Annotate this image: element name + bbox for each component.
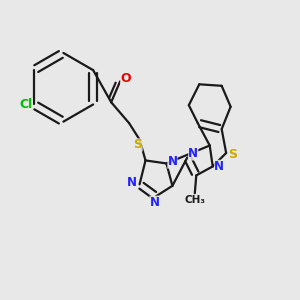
Text: CH₃: CH₃ xyxy=(185,195,206,205)
Text: N: N xyxy=(214,160,224,173)
Text: S: S xyxy=(228,148,237,161)
Text: S: S xyxy=(134,138,142,152)
Text: N: N xyxy=(127,176,137,189)
Text: N: N xyxy=(167,155,177,168)
Text: Cl: Cl xyxy=(20,98,33,111)
Text: N: N xyxy=(149,196,160,209)
Text: O: O xyxy=(120,72,131,86)
Text: N: N xyxy=(188,147,198,161)
